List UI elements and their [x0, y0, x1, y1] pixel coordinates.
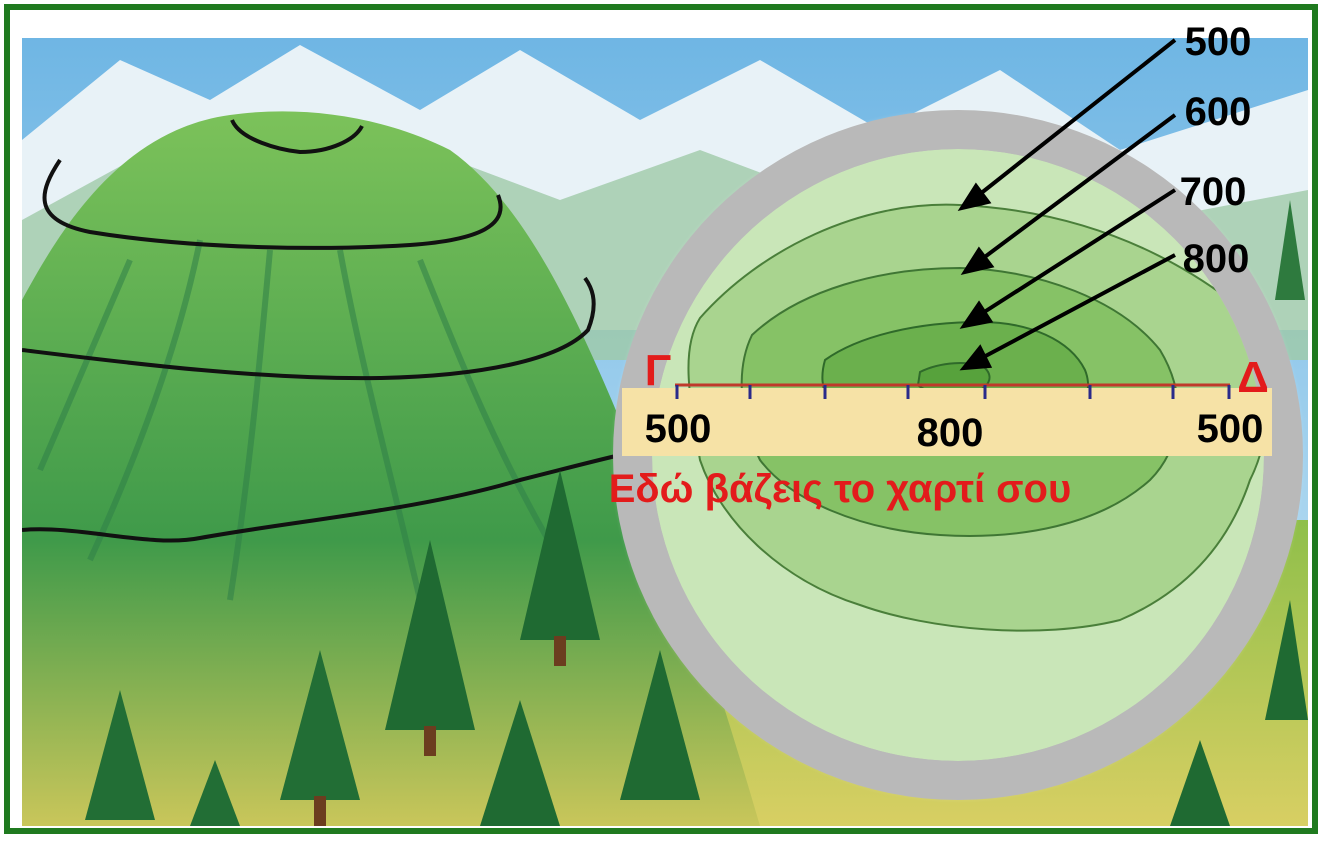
tree-icon — [480, 700, 560, 826]
green-frame — [4, 4, 1318, 834]
strip-value-center: 800 — [917, 411, 984, 455]
arrow-icon — [957, 182, 992, 212]
contour-500 — [22, 453, 621, 543]
contour-800 — [230, 119, 364, 155]
mountain-contours — [22, 119, 621, 543]
arrow-icon — [976, 113, 1177, 264]
arrow-icon — [959, 344, 993, 371]
strip-value-right: 500 — [1197, 407, 1264, 451]
endpoint-left: Γ — [645, 346, 671, 395]
paper-strip — [622, 388, 1272, 456]
mountain-ridges — [37, 239, 563, 601]
tree-icon — [520, 470, 600, 666]
arrow-icon — [973, 38, 1177, 200]
contour-label-500: 500 — [1185, 20, 1252, 64]
label-arrows — [957, 38, 1177, 371]
tree-icon — [190, 760, 240, 826]
contour-label-800: 800 — [1183, 237, 1250, 281]
caption: Εδώ βάζεις το χαρτί σου — [609, 467, 1072, 511]
endpoint-right: Δ — [1237, 353, 1269, 402]
tree-icon — [1275, 200, 1305, 300]
tree-icon — [1170, 740, 1230, 826]
section-ticks — [675, 385, 1231, 399]
contour-700 — [42, 158, 503, 250]
arrow-icon — [976, 188, 1177, 318]
contour-label-600: 600 — [1185, 90, 1252, 134]
arrow-icon — [959, 300, 994, 329]
trees — [85, 200, 1308, 826]
tree-icon — [1265, 600, 1308, 720]
arrow-icon — [977, 253, 1176, 362]
tree-icon — [85, 690, 155, 820]
contour-600 — [22, 276, 596, 381]
contour-label-700: 700 — [1180, 170, 1247, 214]
tree-icon — [620, 650, 700, 800]
arrow-icon — [960, 246, 995, 276]
strip-value-left: 500 — [645, 407, 712, 451]
tree-icon — [385, 540, 475, 756]
tree-icon — [280, 650, 360, 826]
